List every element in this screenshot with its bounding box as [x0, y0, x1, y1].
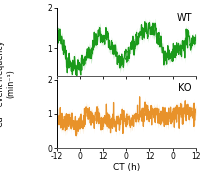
Text: WT: WT — [176, 13, 192, 23]
Text: Ca²⁺ event frequency
(min⁻¹): Ca²⁺ event frequency (min⁻¹) — [0, 41, 16, 127]
Text: KO: KO — [178, 83, 192, 93]
X-axis label: CT (h): CT (h) — [113, 163, 140, 172]
